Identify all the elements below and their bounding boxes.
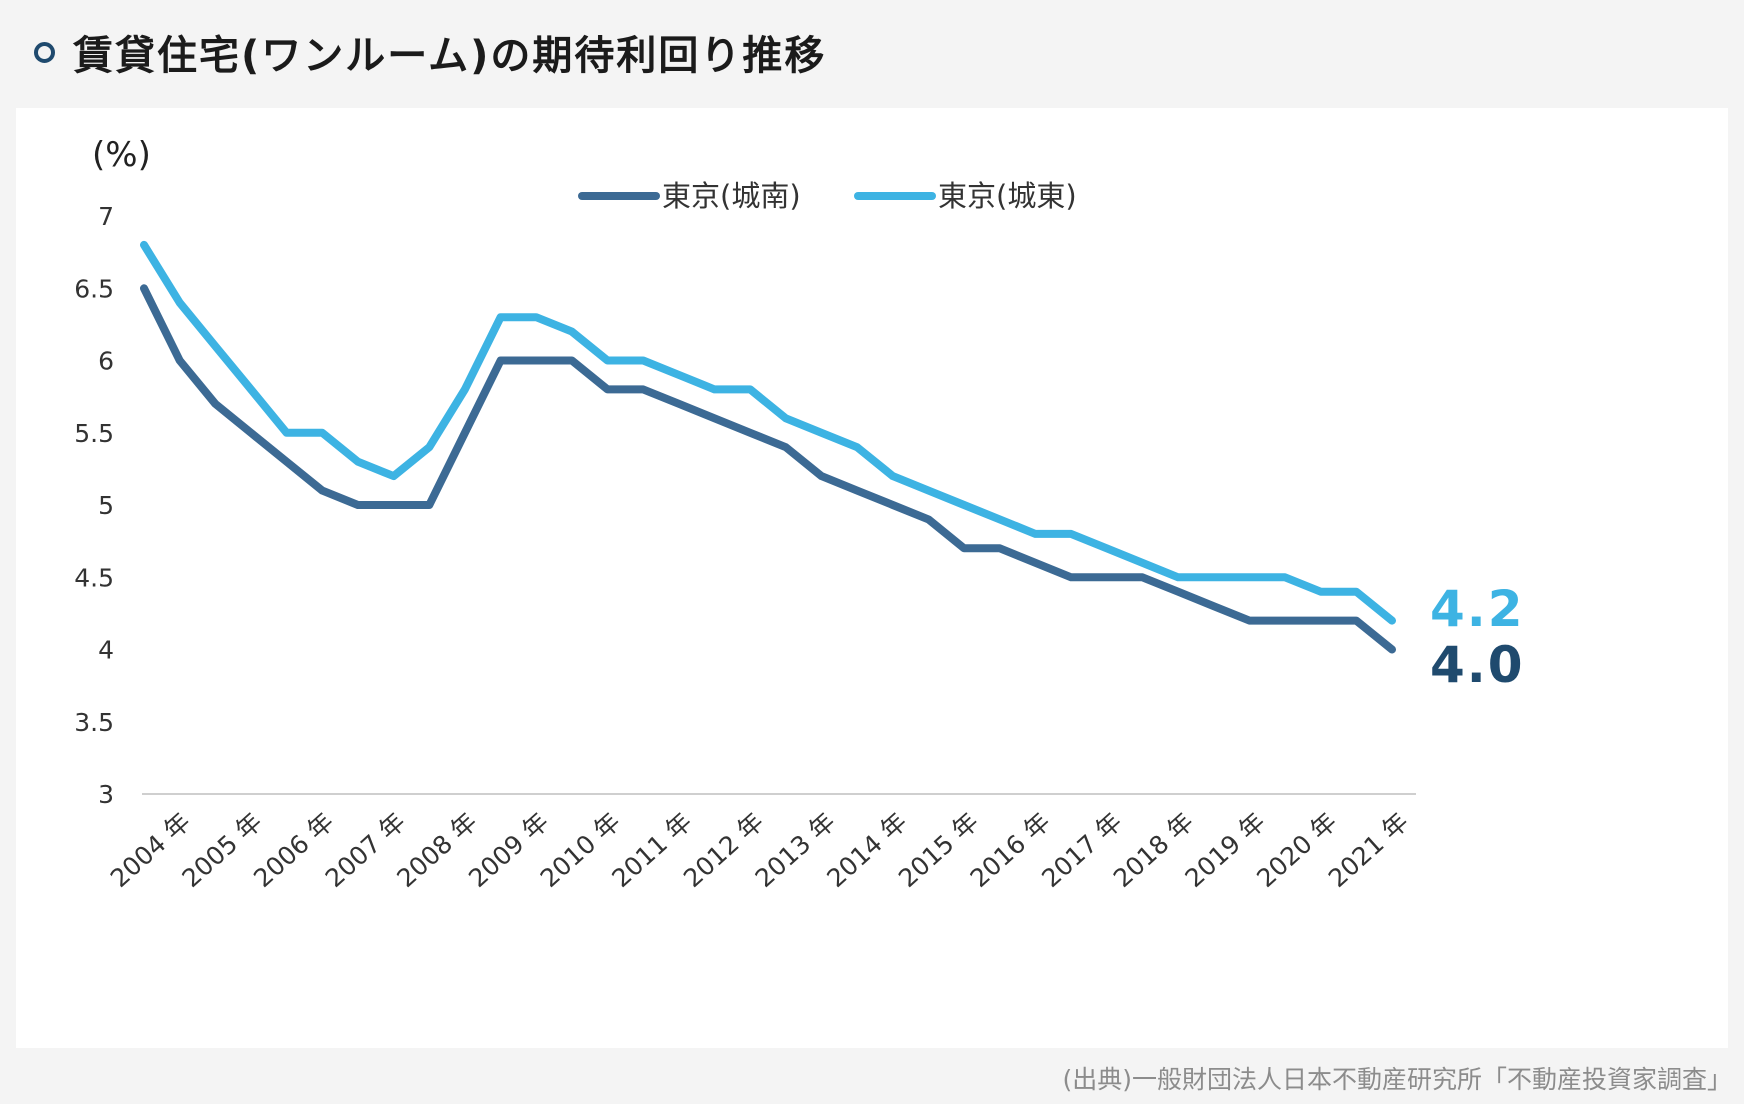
x-tick-label: 2018 年 [1108,807,1199,893]
x-tick-label: 2008 年 [391,807,482,893]
x-tick-label: 2005 年 [176,807,267,893]
y-tick-label: 3.5 [74,708,114,737]
series-line [140,240,1396,625]
x-tick-label: 2014 年 [821,807,912,893]
x-tick-label: 2017 年 [1036,807,1127,893]
x-tick-label: 2020 年 [1251,807,1342,893]
y-tick-label: 6 [98,347,114,376]
legend: 東京(城南) 東京(城東) [578,179,1077,213]
x-tick-label: 2015 年 [893,807,984,893]
chart-panel: (%) 東京(城南) 東京(城東) 7 6.5 6 5.5 5 4.5 4 3.5 3 2004 … [16,108,1728,1048]
legend-label: 東京(城南) [662,179,801,213]
y-axis-ticks: 7 6.5 6 5.5 5 4.5 4 3.5 3 [74,202,114,809]
y-tick-label: 6.5 [74,274,114,303]
y-tick-label: 4 [98,636,114,665]
x-tick-label: 2010 年 [535,807,626,893]
x-tick-label: 2013 年 [750,807,841,893]
source-note: (出典)一般財団法人日本不動産研究所「不動産投資家調査」 [1062,1065,1732,1094]
y-tick-label: 5 [98,491,114,520]
x-tick-label: 2009 年 [463,807,554,893]
x-tick-label: 2021 年 [1323,807,1414,893]
line-chart: (%) 東京(城南) 東京(城東) 7 6.5 6 5.5 5 4.5 4 3.5 3 2004 … [74,135,1525,893]
x-tick-label: 2016 年 [965,807,1056,893]
x-tick-label: 2004 年 [105,807,196,893]
legend-label: 東京(城東) [938,179,1077,213]
y-tick-label: 7 [98,202,114,231]
x-tick-label: 2019 年 [1180,807,1271,893]
end-labels: 4.04.2 [1430,580,1525,694]
y-tick-label: 3 [98,780,114,809]
y-tick-label: 5.5 [74,419,114,448]
circle-bullet-icon [34,41,55,63]
page-title: 賃貸住宅(ワンルーム)の期待利回り推移 [73,33,827,79]
series-line [140,284,1396,654]
series-end-label: 4.2 [1430,580,1525,638]
series-end-label: 4.0 [1430,636,1525,694]
x-tick-label: 2012 年 [678,807,769,893]
series-lines [140,240,1396,654]
x-tick-label: 2006 年 [248,807,339,893]
y-axis-label: (%) [92,135,151,175]
x-tick-label: 2011 年 [606,807,697,893]
x-tick-label: 2007 年 [320,807,411,893]
title-row: 賃貸住宅(ワンルーム)の期待利回り推移 [34,22,826,82]
y-tick-label: 4.5 [74,563,114,592]
